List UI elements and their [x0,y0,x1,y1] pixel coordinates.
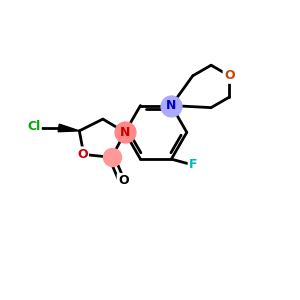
Text: N: N [120,126,130,139]
Text: O: O [77,148,88,161]
Text: N: N [166,99,176,112]
Text: F: F [189,158,198,172]
Text: O: O [224,69,235,82]
Text: O: O [118,174,129,188]
Text: Cl: Cl [27,120,40,133]
Polygon shape [58,124,79,132]
